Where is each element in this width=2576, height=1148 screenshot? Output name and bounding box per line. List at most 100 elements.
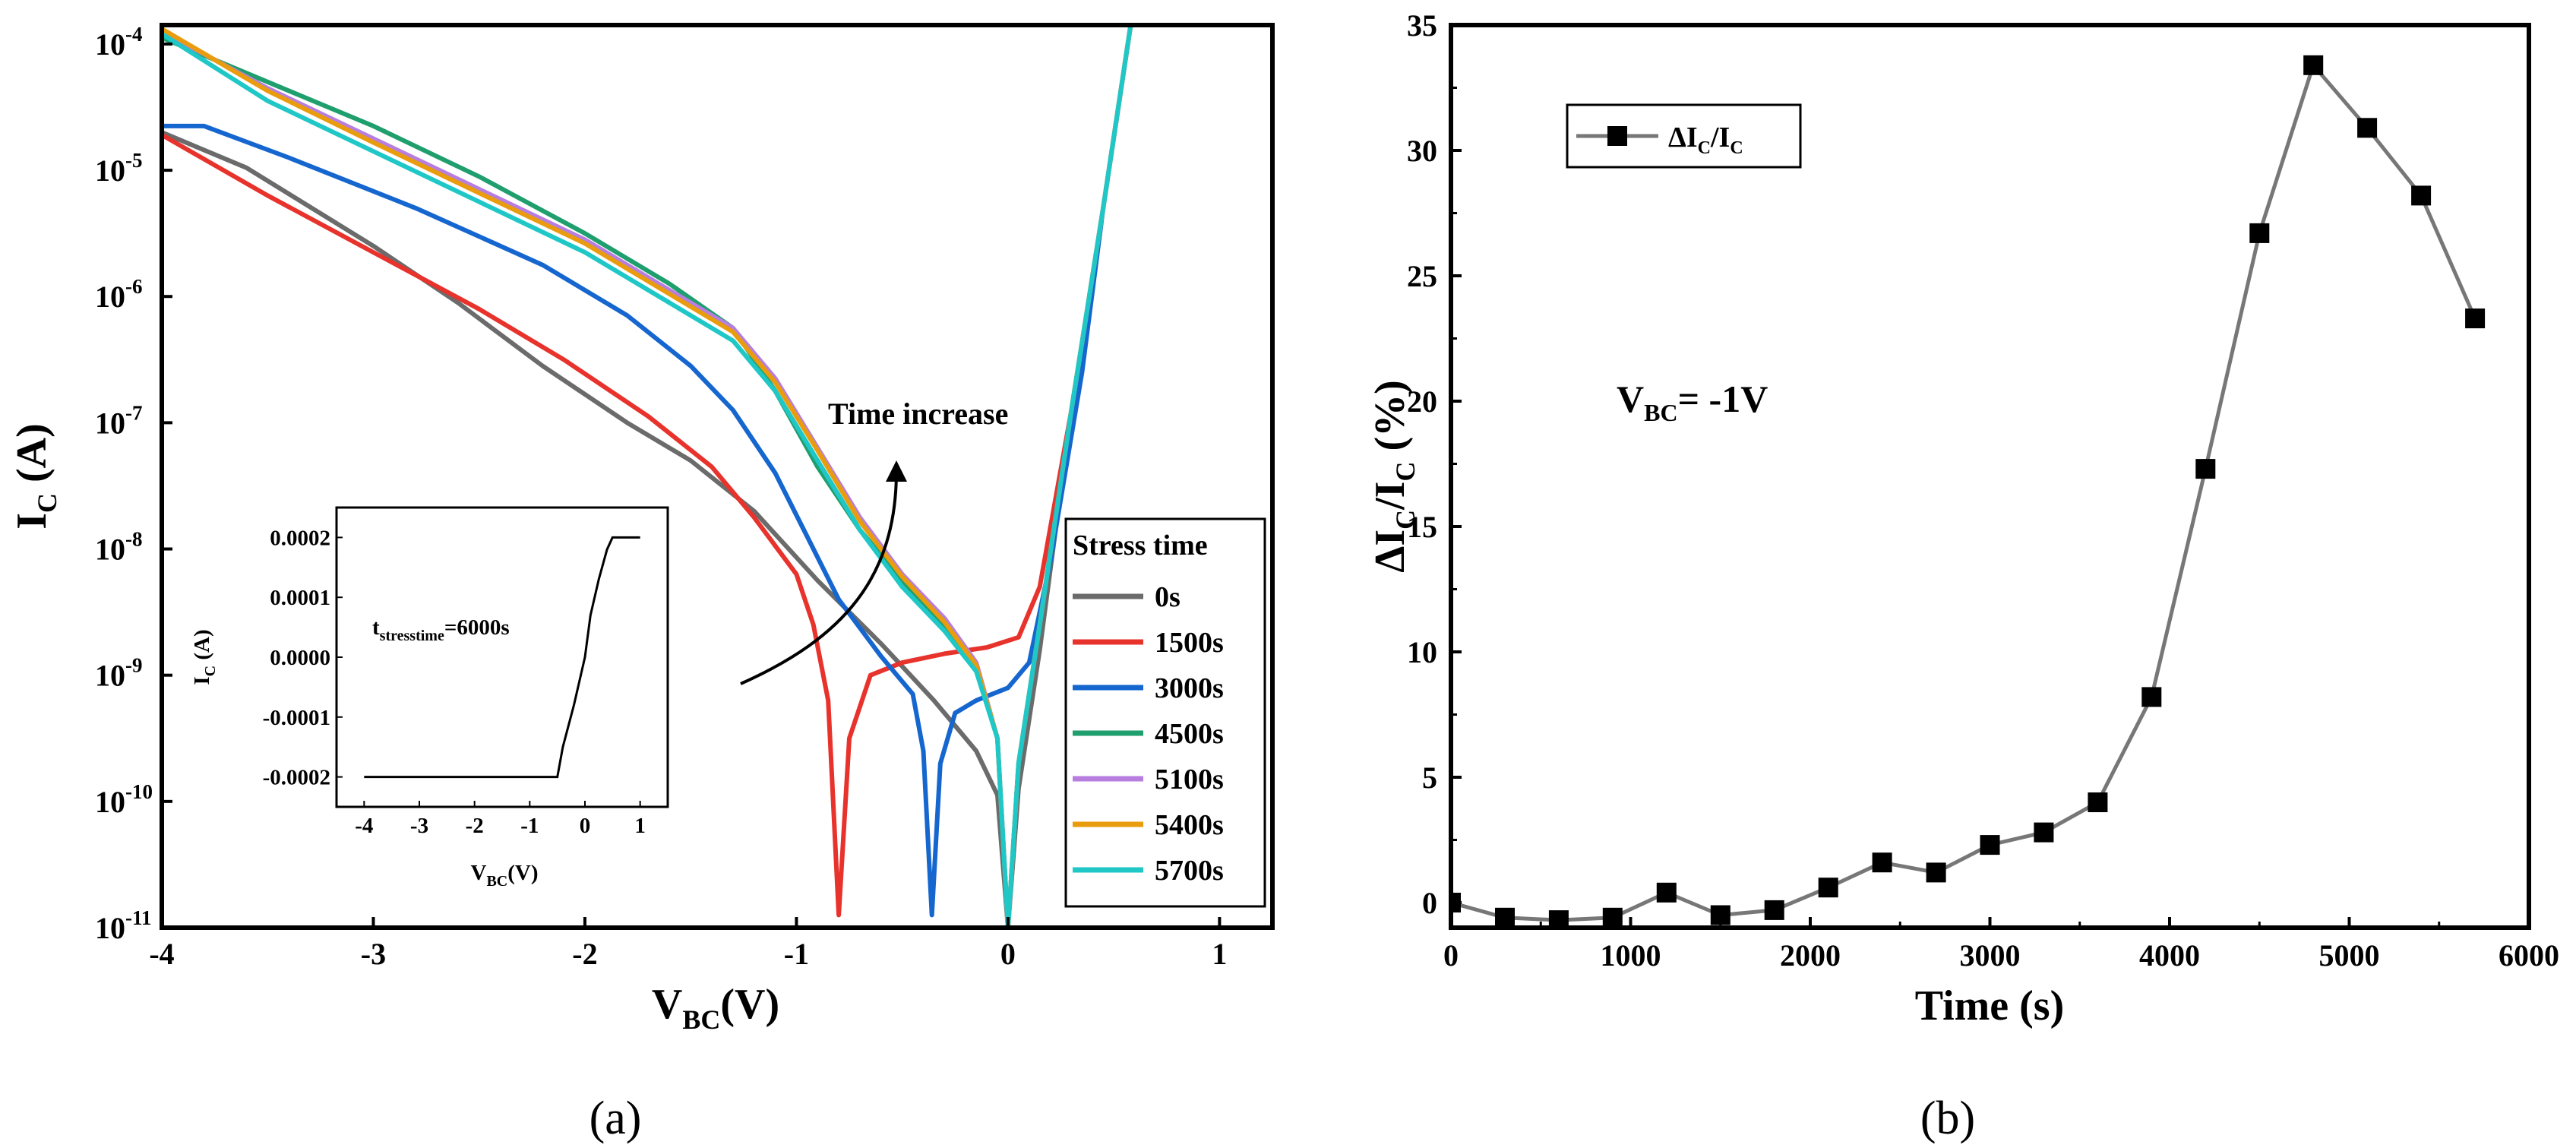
data-point-marker [2141, 687, 2162, 707]
y-tick-label: 10-7 [95, 401, 143, 440]
data-point-marker [2034, 822, 2054, 843]
legend-label-b: ΔIC/IC [1668, 122, 1743, 158]
y-tick-base: 10 [95, 406, 125, 440]
x-tick-label: -4 [149, 937, 174, 971]
time-increase-annotation: Time increase [828, 397, 1008, 431]
x-tick-label: 1 [1212, 937, 1227, 971]
data-point-marker [2303, 55, 2324, 75]
y-tick-exponent: -10 [125, 780, 153, 803]
panel-b-x-axis-title: Time (s) [1915, 982, 2065, 1029]
panel-a-caption: (a) [589, 1093, 642, 1144]
legend-label-5700s: 5700s [1155, 855, 1224, 887]
x-tick-label: -2 [572, 937, 597, 971]
y-tick-label: 10-11 [95, 906, 152, 945]
data-point-marker [1495, 907, 1515, 928]
y-tick-label-b: 10 [1407, 635, 1437, 669]
y-tick-base: 10 [95, 153, 125, 188]
y-tick-label-b: 25 [1407, 259, 1437, 293]
legend-label-0s: 0s [1155, 581, 1181, 613]
panel-a-legend: Stress time 0s 1500s 3000s 4500s 5100s 5400s 5… [1064, 517, 1266, 908]
vbc-annotation: VBC= -1V [1617, 378, 1768, 426]
y-tick-label: 10-10 [95, 780, 153, 819]
legend-label-1500s: 1500s [1155, 627, 1224, 659]
panel-b-y-axis-title: ΔIC/IC (%) [1367, 380, 1421, 573]
inset-series-line [364, 536, 640, 779]
panel-b-x-ticks: 0 1000 2000 3000 4000 5000 6000 [1443, 917, 2559, 972]
panel-a-x-axis-title: VBC(V) [652, 981, 779, 1035]
inset-x-tick-label: -3 [410, 814, 428, 838]
y-tick-label-b: 5 [1422, 761, 1437, 795]
inset-x-tick-label: -4 [355, 814, 373, 838]
panel-b-series-group [1451, 55, 2486, 928]
y-tick-label: 10-8 [95, 528, 143, 567]
stress-time-annotation: tstresstime=6000s [372, 615, 510, 644]
series-line-4500s [162, 25, 1133, 928]
series-line-1500s [162, 25, 1133, 918]
series-line-5400s [162, 25, 1133, 928]
inset-x-ticks: -4 -3 -2 -1 0 1 [355, 801, 646, 838]
inset-series-group [364, 536, 640, 779]
legend-label-5100s: 5100s [1155, 764, 1224, 795]
data-point-marker [1548, 910, 1569, 928]
series-line-3000s [162, 25, 1133, 918]
x-tick-label: -3 [361, 937, 386, 971]
y-tick-label-b: 0 [1422, 886, 1437, 920]
y-tick-label-b: 30 [1407, 134, 1437, 168]
inset-y-tick-label: -0.0001 [263, 706, 330, 730]
legend-items: 0s 1500s 3000s 4500s 5100s 5400s 5700s [1073, 581, 1224, 887]
y-tick-base: 10 [95, 280, 125, 314]
y-tick-exponent: -4 [125, 23, 143, 46]
inset-y-tick-label: 0.0001 [270, 586, 330, 610]
data-point-marker [1818, 878, 1838, 898]
panel-b-caption: (b) [1920, 1093, 1975, 1144]
inset-chart: -4 -3 -2 -1 0 1 -0.0002 -0.0001 0.0000 0.0001 0.0… [190, 506, 669, 890]
inset-y-tick-label: -0.0002 [263, 766, 330, 790]
data-point-marker [2195, 459, 2216, 479]
y-tick-label-b: 20 [1407, 384, 1437, 419]
y-tick-label: 10-6 [95, 275, 143, 314]
y-tick-exponent: -7 [125, 401, 143, 424]
y-tick-label: 10-9 [95, 654, 143, 693]
y-tick-exponent: -8 [125, 528, 143, 551]
x-tick-label-b: 6000 [2499, 938, 2559, 972]
panel-b-legend: ΔIC/IC [1566, 103, 1802, 169]
inset-y-tick-label: 0.0002 [270, 526, 330, 550]
x-tick-label: 0 [1000, 937, 1016, 971]
y-tick-exponent: -9 [125, 654, 143, 677]
panel-a: -4 -3 -2 -1 0 1 10-1110-1010-910-810-710-610-… [8, 23, 1275, 1144]
series-line-delta [1451, 61, 2477, 922]
data-point-marker [1980, 835, 2000, 855]
y-tick-base: 10 [95, 785, 125, 819]
data-point-marker [2088, 792, 2108, 812]
data-point-marker [1656, 882, 1677, 903]
y-tick-label: 10-4 [95, 23, 143, 62]
inset-x-axis-title: VBC(V) [470, 861, 538, 890]
data-point-marker [2465, 308, 2486, 329]
data-point-marker [2249, 223, 2270, 243]
inset-y-tick-label: 0.0000 [270, 646, 330, 670]
y-tick-label-b: 35 [1407, 8, 1437, 43]
legend-label-4500s: 4500s [1155, 718, 1224, 750]
panel-b: 0 1000 2000 3000 4000 5000 6000 0 5 10 15 20 25 30 35… [1367, 8, 2559, 1144]
y-tick-base: 10 [95, 911, 125, 945]
inset-frame [335, 506, 669, 808]
x-tick-label: -1 [784, 937, 809, 971]
y-tick-base: 10 [95, 533, 125, 567]
y-tick-exponent: -11 [125, 906, 152, 929]
x-tick-label-b: 3000 [1960, 938, 2021, 972]
y-tick-base: 10 [95, 659, 125, 693]
legend-box [1064, 517, 1266, 908]
data-point-marker [1602, 907, 1623, 928]
panel-a-series-group [162, 25, 1133, 928]
inset-x-tick-label: -2 [466, 814, 484, 838]
x-tick-label-b: 5000 [2319, 938, 2380, 972]
time-increase-arrow [740, 460, 907, 685]
series-line-5700s [162, 25, 1133, 928]
inset-x-tick-label: 0 [580, 814, 591, 838]
inset-y-ticks: -0.0002 -0.0001 0.0000 0.0001 0.0002 [263, 526, 343, 790]
legend-title: Stress time [1073, 530, 1208, 561]
x-tick-label-b: 2000 [1780, 938, 1841, 972]
panel-a-y-axis-title: IC (A) [8, 423, 62, 530]
